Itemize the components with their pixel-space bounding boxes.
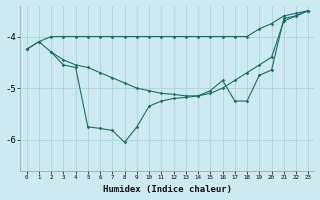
X-axis label: Humidex (Indice chaleur): Humidex (Indice chaleur) xyxy=(103,185,232,194)
